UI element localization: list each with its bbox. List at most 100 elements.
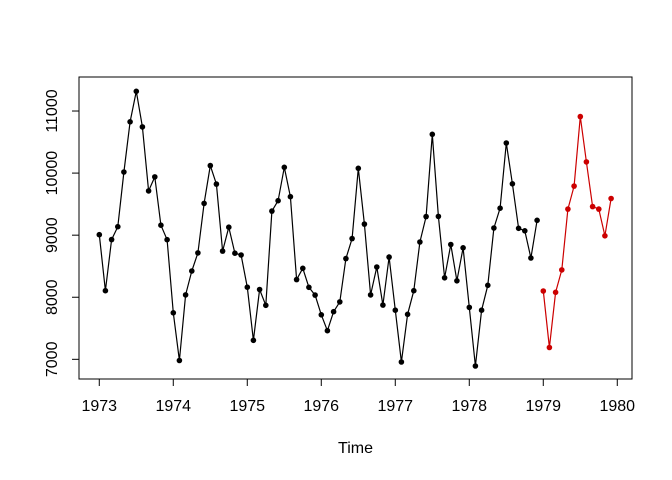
- observed-data-point: [324, 327, 331, 334]
- observed-data-point: [337, 299, 343, 305]
- observed-data-point: [361, 221, 368, 227]
- y-axis-tick-label: 10000: [44, 151, 61, 196]
- observed-data-point: [256, 286, 263, 293]
- forecast-data-point: [571, 183, 577, 189]
- observed-data-point: [515, 225, 522, 232]
- observed-data-point: [497, 205, 503, 211]
- observed-data-point: [263, 302, 269, 309]
- observed-data-point: [472, 363, 479, 369]
- observed-data-point: [152, 174, 158, 180]
- observed-data-point: [170, 310, 177, 316]
- observed-data-point: [115, 223, 121, 230]
- observed-data-point: [398, 359, 405, 365]
- observed-data-point: [96, 231, 103, 238]
- forecast-data-point: [596, 206, 602, 212]
- forecast-data-point: [559, 267, 565, 273]
- observed-data-point: [164, 236, 170, 243]
- observed-data-point: [454, 278, 460, 284]
- x-axis: 1973 1974 1975 1976 1977 1978 1979 1980: [81, 379, 635, 415]
- observed-data-point: [509, 181, 516, 187]
- forecast-data-point: [589, 203, 596, 210]
- observed-data-point: [287, 193, 294, 200]
- observed-data-point: [133, 88, 140, 95]
- observed-data-point: [404, 311, 411, 318]
- observed-data-point: [176, 357, 183, 364]
- plot-box: [78, 76, 633, 380]
- observed-data-point: [380, 302, 386, 308]
- x-axis-tick-label: 1973: [81, 398, 117, 415]
- observed-data-point: [374, 264, 380, 270]
- y-axis-tick-label: 9000: [44, 217, 61, 253]
- observed-data-point: [355, 165, 362, 172]
- y-axis-tick-label: 8000: [44, 279, 61, 315]
- x-axis-tick-label: 1978: [451, 398, 487, 415]
- observed-data-point: [207, 162, 214, 169]
- observed-data-point: [219, 248, 226, 254]
- observed-data-point: [491, 225, 497, 231]
- observed-data-point: [448, 241, 454, 248]
- observed-data-point: [429, 131, 436, 138]
- observed-data-point: [343, 255, 349, 262]
- observed-data-point: [158, 222, 164, 228]
- observed-data-point: [269, 208, 275, 214]
- forecast-series-line: [542, 115, 612, 349]
- x-axis-tick-label: 1979: [525, 398, 561, 415]
- series-layer: [96, 88, 614, 369]
- x-axis-title: Time: [338, 440, 373, 457]
- observed-data-point: [411, 287, 417, 294]
- observed-data-point: [318, 312, 325, 318]
- observed-data-point: [300, 265, 306, 272]
- observed-series-line: [98, 90, 538, 367]
- observed-data-point: [503, 140, 510, 146]
- observed-data-point: [293, 276, 300, 283]
- observed-data-point: [534, 217, 540, 224]
- forecast-data-point: [608, 195, 614, 202]
- y-axis-tick-label: 11000: [44, 89, 61, 132]
- forecast-data-point: [602, 233, 608, 239]
- observed-data-point: [195, 250, 201, 256]
- observed-data-point: [417, 239, 423, 245]
- observed-data-point: [435, 213, 442, 220]
- observed-data-point: [226, 224, 232, 230]
- forecast-data-point: [565, 206, 571, 212]
- observed-data-point: [330, 308, 337, 315]
- observed-data-point: [367, 292, 374, 298]
- forecast-data-point: [546, 344, 553, 351]
- observed-data-point: [485, 282, 491, 289]
- y-axis: 7000 8000 9000 10000 11000: [44, 89, 79, 377]
- observed-data-point: [386, 254, 392, 260]
- observed-data-point: [275, 197, 281, 204]
- x-axis-tick-label: 1976: [303, 398, 339, 415]
- y-axis-tick-label: 7000: [44, 341, 61, 377]
- x-axis-tick-label: 1974: [155, 398, 191, 415]
- observed-data-point: [102, 287, 109, 294]
- observed-data-point: [392, 307, 399, 314]
- observed-data-point: [213, 181, 220, 187]
- observed-data-point: [201, 200, 207, 207]
- observed-data-point: [238, 252, 244, 258]
- observed-data-point: [250, 337, 257, 344]
- forecast-data-point: [577, 113, 584, 120]
- observed-data-point: [127, 119, 133, 125]
- forecast-data-point: [552, 289, 559, 296]
- observed-data-point: [306, 284, 312, 291]
- observed-data-point: [528, 255, 534, 261]
- observed-data-point: [182, 292, 189, 298]
- observed-data-point: [466, 304, 473, 311]
- observed-data-point: [108, 236, 115, 243]
- observed-data-point: [349, 235, 355, 242]
- observed-data-point: [478, 307, 485, 314]
- observed-data-point: [423, 213, 429, 220]
- observed-data-point: [281, 164, 288, 171]
- forecast-data-point: [540, 288, 547, 294]
- observed-data-point: [139, 124, 146, 130]
- observed-data-point: [460, 245, 466, 251]
- forecast-data-point: [583, 159, 590, 165]
- observed-data-point: [232, 250, 238, 256]
- x-axis-tick-label: 1977: [377, 398, 413, 415]
- observed-data-point: [121, 169, 127, 175]
- x-axis-tick-label: 1975: [229, 398, 265, 415]
- observed-data-point: [522, 228, 528, 234]
